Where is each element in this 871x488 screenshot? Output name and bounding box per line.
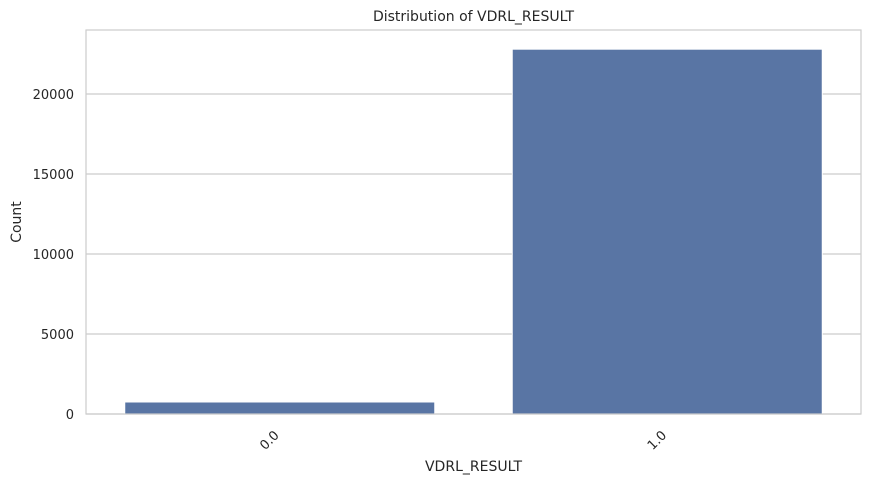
bar-1.0 [511, 48, 823, 415]
x-tick-label: 0.0 [257, 428, 282, 453]
chart-title: Distribution of VDRL_RESULT [373, 9, 575, 25]
x-tick-labels: 0.0 1.0 [257, 428, 670, 453]
x-axis-label: VDRL_RESULT [425, 459, 522, 475]
y-axis-label: Count [9, 201, 25, 243]
y-tick-label: 15000 [33, 168, 74, 183]
x-tick-label: 1.0 [645, 428, 670, 453]
y-tick-label: 10000 [33, 248, 74, 263]
y-tick-label: 0 [66, 408, 74, 423]
bars [124, 48, 823, 415]
plot-frame [85, 29, 862, 415]
y-tick-labels: 0 5000 10000 15000 20000 [33, 88, 74, 423]
y-tick-label: 5000 [41, 328, 74, 343]
bar-0.0 [124, 401, 436, 415]
y-tick-label: 20000 [33, 88, 74, 103]
